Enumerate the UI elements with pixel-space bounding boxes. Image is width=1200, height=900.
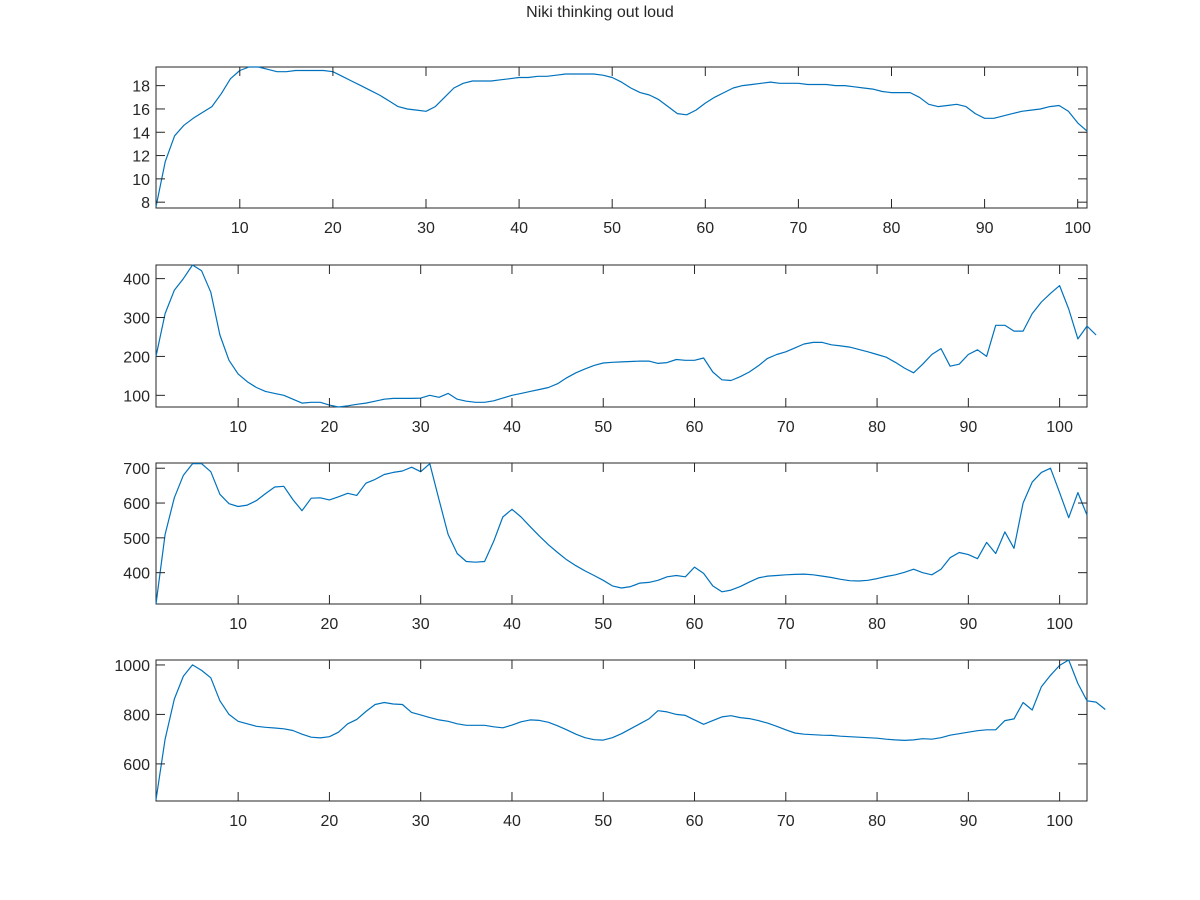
x-tick-label: 60	[686, 616, 704, 633]
x-tick-label: 40	[503, 616, 521, 633]
y-tick-label: 8	[141, 195, 150, 212]
y-tick-label: 600	[123, 757, 150, 774]
x-tick-label: 50	[594, 419, 612, 436]
series-line	[155, 66, 1088, 207]
x-tick-label: 60	[686, 419, 704, 436]
x-tick-label: 30	[417, 220, 435, 237]
series-line	[155, 264, 1097, 408]
x-tick-label: 30	[412, 813, 430, 830]
x-tick-label: 70	[777, 616, 795, 633]
x-tick-label: 10	[229, 813, 247, 830]
x-tick-label: 80	[868, 419, 886, 436]
x-tick-label: 10	[229, 616, 247, 633]
x-tick-label: 100	[1046, 813, 1073, 830]
axes-box	[155, 462, 1088, 605]
x-tick-label: 80	[868, 813, 886, 830]
y-tick-label: 700	[123, 461, 150, 478]
y-tick-label: 200	[123, 349, 150, 366]
y-tick-label: 10	[132, 172, 150, 189]
x-tick-label: 50	[594, 616, 612, 633]
x-tick-label: 80	[868, 616, 886, 633]
x-tick-label: 100	[1046, 419, 1073, 436]
subplots-container: 10 20 30 40 50 60 70 80 90 100 8 10 12 14 16 18 10 20 30 40…	[114, 66, 1106, 830]
x-tick-label: 60	[686, 813, 704, 830]
x-tick-label: 90	[976, 220, 994, 237]
y-tick-label: 18	[132, 79, 150, 96]
figure-title: Niki thinking out loud	[526, 4, 674, 21]
y-tick-label: 16	[132, 102, 150, 119]
x-tick-label: 70	[777, 813, 795, 830]
x-tick-label: 60	[696, 220, 714, 237]
axes-box	[155, 659, 1088, 802]
x-tick-label: 10	[229, 419, 247, 436]
subplot-3: 10 20 30 40 50 60 70 80 90 100 400 500 600 700	[123, 461, 1088, 633]
x-tick-label: 40	[503, 813, 521, 830]
y-tick-label: 1000	[114, 658, 150, 675]
x-tick-label: 100	[1046, 616, 1073, 633]
x-tick-label: 20	[321, 616, 339, 633]
x-tick-label: 70	[777, 419, 795, 436]
subplot-1: 10 20 30 40 50 60 70 80 90 100 8 10 12 14 16 18	[132, 66, 1091, 237]
subplot-2: 10 20 30 40 50 60 70 80 90 100 100 200 300 400	[123, 264, 1097, 436]
x-tick-label: 90	[959, 813, 977, 830]
x-tick-label: 40	[510, 220, 528, 237]
y-tick-label: 800	[123, 707, 150, 724]
y-tick-label: 600	[123, 496, 150, 513]
x-tick-label: 50	[594, 813, 612, 830]
y-tick-label: 12	[132, 149, 150, 166]
x-tick-label: 10	[231, 220, 249, 237]
y-tick-label: 14	[132, 125, 150, 142]
x-tick-label: 20	[321, 419, 339, 436]
subplot-4: 10 20 30 40 50 60 70 80 90 100 600 800 1000	[114, 658, 1106, 830]
series-line	[155, 463, 1088, 605]
y-tick-label: 100	[123, 388, 150, 405]
y-tick-label: 400	[123, 566, 150, 583]
x-tick-label: 90	[959, 616, 977, 633]
x-tick-label: 30	[412, 419, 430, 436]
x-tick-label: 40	[503, 419, 521, 436]
x-tick-label: 80	[883, 220, 901, 237]
axes-box	[155, 264, 1088, 408]
x-tick-label: 70	[789, 220, 807, 237]
x-tick-label: 50	[603, 220, 621, 237]
series-line	[155, 659, 1106, 800]
y-tick-label: 500	[123, 531, 150, 548]
y-tick-label: 400	[123, 272, 150, 289]
x-tick-label: 90	[959, 419, 977, 436]
x-tick-label: 100	[1064, 220, 1091, 237]
x-tick-label: 30	[412, 616, 430, 633]
x-tick-label: 20	[321, 813, 339, 830]
x-tick-label: 20	[324, 220, 342, 237]
axes-box	[155, 66, 1088, 209]
y-tick-label: 300	[123, 311, 150, 328]
